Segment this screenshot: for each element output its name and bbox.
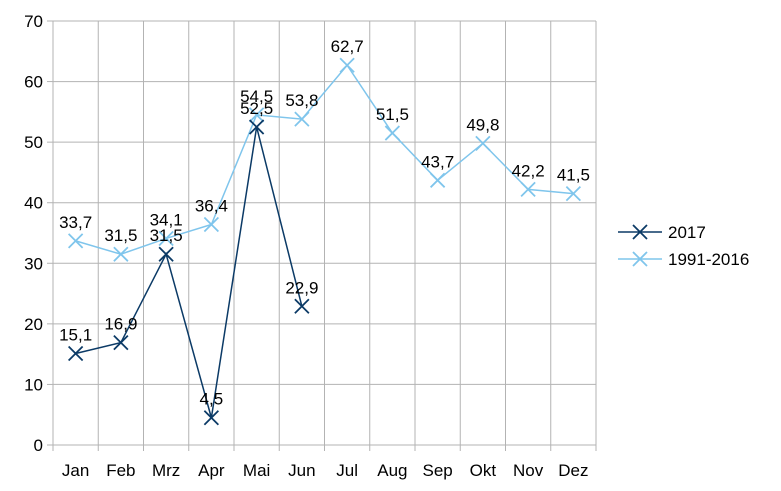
data-label: 4,5 [200,390,224,409]
y-tick-label: 30 [24,254,43,273]
x-tick-label: Nov [513,461,544,480]
series-line-2017 [75,126,303,418]
x-tick-label: Jul [336,461,358,480]
marker-stroke [475,135,491,151]
legend-label: 2017 [668,223,706,242]
marker-stroke [158,246,174,262]
x-tick-label: Feb [106,461,135,480]
y-tick-label: 60 [24,73,43,92]
data-label: 41,5 [557,166,590,185]
grid [52,20,597,446]
marker-stroke [203,216,220,233]
data-label: 31,5 [150,226,183,245]
data-point [248,107,265,123]
marker-stroke [384,125,401,141]
data-point [67,345,84,362]
x-tick-label: Jun [288,461,315,480]
data-point [294,298,310,314]
data-label: 36,4 [195,197,228,216]
data-label: 31,5 [104,226,137,245]
marker-stroke [294,111,310,127]
marker-stroke [520,181,536,198]
y-tick-label: 40 [24,194,43,213]
marker-stroke [248,119,265,135]
data-point [294,111,310,127]
data-label: 51,5 [376,105,409,124]
data-point [520,181,536,198]
marker-stroke [67,233,84,249]
x-tick-label: Apr [198,461,225,480]
x-tick-label: Okt [470,461,497,480]
data-label: 62,7 [331,37,364,56]
data-label: 49,8 [466,115,499,134]
legend-marker [632,224,648,240]
legend-entry: 2017 [618,223,706,242]
x-tick-label: Aug [377,461,407,480]
marker-stroke [67,345,84,362]
data-label: 15,1 [59,326,92,345]
marker-stroke [632,251,648,267]
x-tick-label: Mai [243,461,270,480]
x-tick-label: Sep [423,461,453,480]
data-label: 54,5 [240,87,273,106]
data-label: 22,9 [285,278,318,297]
y-tick-label: 20 [24,315,43,334]
marker-stroke [565,185,582,202]
data-label: 16,9 [104,315,137,334]
y-tick-label: 50 [24,133,43,152]
data-labels: 15,116,931,54,552,522,933,731,534,136,45… [59,37,590,409]
marker-stroke [339,57,355,73]
data-label: 33,7 [59,213,92,232]
data-point [113,334,129,351]
data-point [565,185,582,202]
data-label: 42,2 [512,161,545,180]
data-label: 53,8 [285,91,318,110]
marker-stroke [429,172,446,188]
marker-stroke [294,298,310,314]
marker-stroke [203,410,220,426]
data-point [113,246,129,262]
data-point [248,119,265,135]
series-line-1991-2016 [75,63,574,255]
legend: 2017 1991-2016 [618,223,749,269]
axes: 0 10 20 30 40 50 60 70 Jan Feb Mrz Apr Mai Jun Jul Aug S… [24,12,597,480]
x-tick-label: Mrz [152,461,180,480]
y-tick-label: 10 [24,375,43,394]
data-point [203,410,220,426]
data-point [67,233,84,249]
data-label: 52,5 [240,99,273,118]
data-label: 43,7 [421,152,454,171]
data-point [339,57,355,73]
data-point [475,135,491,151]
y-tick-label: 70 [24,12,43,31]
legend-entry: 1991-2016 [618,250,749,269]
x-tick-label: Jan [62,461,89,480]
marker-stroke [248,107,265,123]
series [67,57,582,426]
data-point [158,246,174,262]
data-point [158,230,174,247]
legend-marker [632,251,648,267]
marker-stroke [113,334,129,351]
data-label: 34,1 [150,210,183,229]
marker-stroke [632,224,648,240]
y-tick-label: 0 [34,436,43,455]
legend-label: 1991-2016 [668,250,749,269]
data-point [203,216,220,233]
marker-stroke [158,230,174,247]
data-point [384,125,401,141]
x-tick-label: Dez [558,461,588,480]
data-point [429,172,446,188]
marker-stroke [113,246,129,262]
